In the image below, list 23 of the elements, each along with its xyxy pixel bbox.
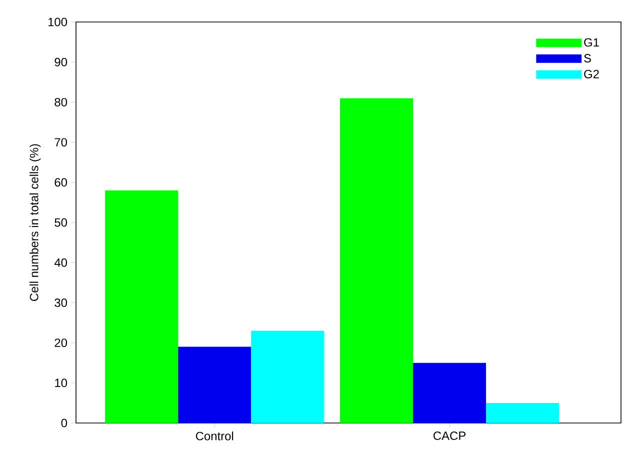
y-tick-label: 20 xyxy=(54,338,68,348)
y-tick-label: 100 xyxy=(48,18,68,26)
legend-label: G2 xyxy=(584,70,599,78)
x-tick-label: Control xyxy=(196,432,234,440)
bar xyxy=(178,346,252,423)
y-tick-label: 10 xyxy=(55,378,68,388)
legend-label: G1 xyxy=(584,38,599,47)
y-tick-label: 70 xyxy=(54,138,68,147)
bar xyxy=(413,362,486,423)
legend-label: S xyxy=(584,54,591,62)
bar xyxy=(105,190,178,423)
y-tick-label: 60 xyxy=(54,178,68,187)
y-axis-title: Cell numbers in total cells (%) xyxy=(30,144,41,301)
bar xyxy=(486,402,560,423)
y-tick-label: 90 xyxy=(54,58,68,66)
x-tick-label: CACP xyxy=(434,432,466,440)
bar xyxy=(251,330,324,423)
y-tick-label: 40 xyxy=(54,258,68,267)
bar xyxy=(340,98,414,423)
y-tick-label: 30 xyxy=(54,298,68,307)
y-tick-label: 80 xyxy=(54,98,68,106)
y-tick-label: 0 xyxy=(61,418,68,428)
y-tick-label: 50 xyxy=(54,218,68,227)
